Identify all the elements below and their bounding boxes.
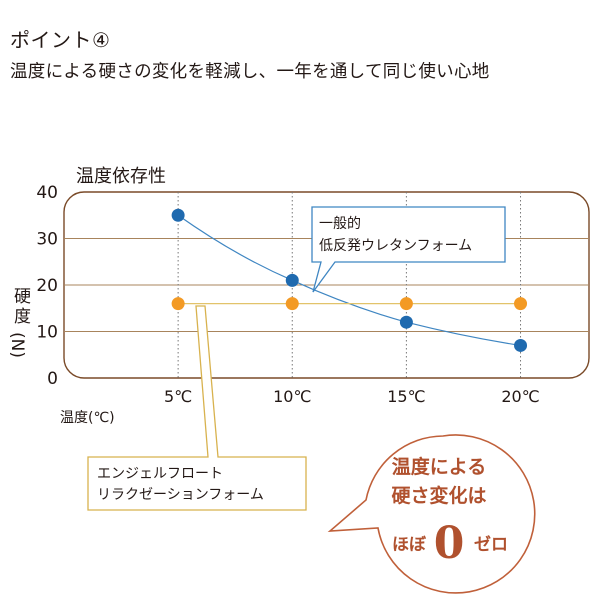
x-tick-15: 15℃: [387, 387, 425, 406]
series-1-point-5: [171, 297, 185, 311]
bubble-line-1: 温度による: [392, 455, 486, 478]
x-axis-label: 温度(℃): [60, 410, 115, 426]
point-title: ポイント④: [10, 28, 111, 52]
series-1-point-20: [514, 297, 528, 311]
y-tick-30: 30: [36, 230, 58, 250]
x-tick-20: 20℃: [501, 387, 539, 406]
y-tick-labels: 0 10 20 30 40: [36, 183, 58, 389]
bubble-line-3-post: ゼロ: [474, 534, 508, 555]
series-0-point-20: [514, 338, 528, 352]
series-0-line: [177, 214, 521, 347]
bubble-line-3-pre: ほぼ: [392, 535, 427, 555]
point-subtitle: 温度による硬さの変化を軽減し、一年を通して同じ使い心地: [10, 62, 490, 82]
series-0-point-15: [399, 315, 413, 329]
urethane-callout-box: [311, 206, 506, 293]
bubble-line-2: 硬さ変化は: [391, 484, 486, 507]
y-axis-label-unit: (N): [7, 332, 27, 358]
x-tick-10: 10℃: [273, 387, 311, 406]
claim-speech-bubble: [327, 434, 536, 594]
y-tick-20: 20: [36, 276, 58, 296]
bubble-zero: 0: [434, 518, 465, 569]
y-tick-40: 40: [36, 183, 58, 203]
angel-float-callout-box: [87, 305, 307, 511]
series-1-point-15: [399, 297, 413, 311]
y-tick-0: 0: [47, 369, 58, 389]
series-0-point-10: [285, 273, 299, 287]
urethane-label-line-2: 低反発ウレタンフォーム: [319, 238, 472, 254]
x-tick-labels: 5℃ 10℃ 15℃ 20℃: [164, 387, 540, 406]
angel-float-label-line-1: エンジェルフロート: [97, 466, 223, 482]
y-axis-label-char-2: 度: [14, 307, 31, 327]
chart-title: 温度依存性: [76, 166, 166, 187]
y-axis-label-char-1: 硬: [14, 287, 31, 307]
angel-float-label-line-2: リラクゼーションフォーム: [97, 487, 264, 503]
x-tick-5: 5℃: [164, 387, 192, 406]
series-0-point-5: [171, 208, 185, 222]
series-layer: [171, 208, 528, 352]
series-1-point-10: [285, 297, 299, 311]
urethane-label-line-1: 一般的: [319, 216, 361, 232]
y-tick-10: 10: [36, 323, 58, 343]
